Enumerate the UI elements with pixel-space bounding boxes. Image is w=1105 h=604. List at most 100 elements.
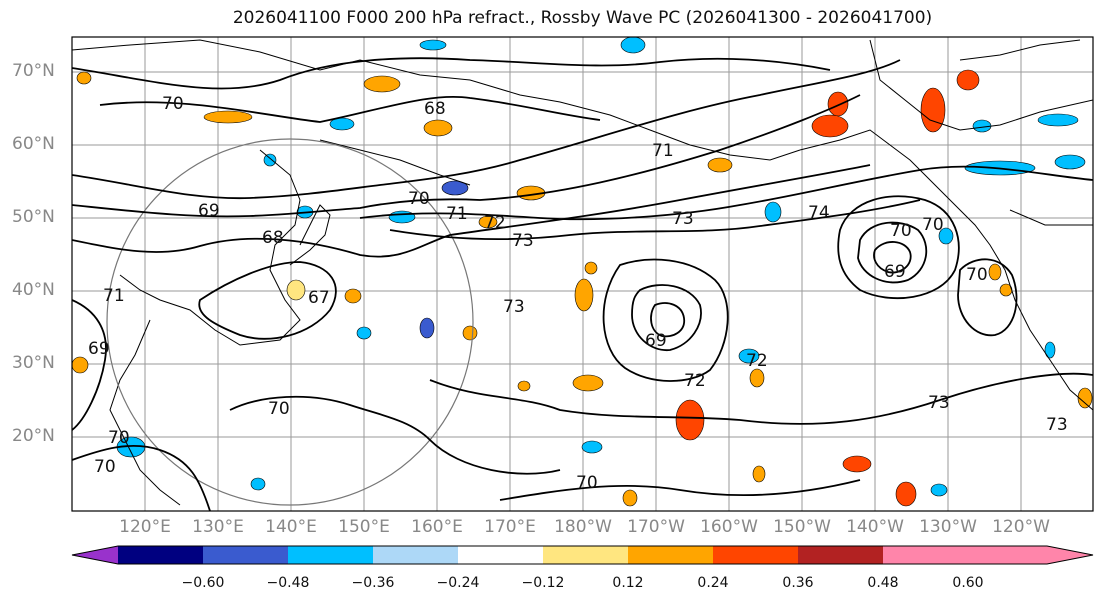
lon-tick-label: 120°E (119, 517, 171, 537)
shade-blob (930, 483, 948, 497)
shade-blob (356, 326, 372, 340)
shade-blob (1044, 341, 1056, 359)
shade-blob (363, 75, 401, 93)
contour-label: 72 (746, 351, 768, 371)
shade-blob (1054, 154, 1086, 170)
contour-label: 73 (503, 297, 525, 317)
colorbar-tick-label: −0.24 (436, 575, 480, 591)
lon-tick-label: 160°E (411, 517, 463, 537)
contour-label: 69 (645, 331, 667, 351)
colorbar-tick-label: 0.12 (612, 575, 644, 591)
contour-label: 68 (424, 99, 446, 119)
lon-tick-label: 140°E (265, 517, 317, 537)
colorbar-segment (288, 546, 373, 564)
colorbar-extend-low (72, 546, 118, 564)
shade-blob (478, 215, 498, 229)
colorbar-segment (713, 546, 798, 564)
shade-blob (263, 153, 277, 167)
shade-blob (811, 114, 849, 138)
contour-label: 68 (262, 228, 284, 248)
shade-blob (441, 180, 469, 196)
shade-blob (250, 477, 266, 491)
shade-blob (988, 263, 1002, 281)
lat-tick-label: 40°N (12, 280, 55, 300)
contour-label: 70 (108, 428, 130, 448)
contour-label: 73 (672, 209, 694, 229)
contour-label: 72 (684, 371, 706, 391)
lat-tick-label: 30°N (12, 353, 55, 373)
shade-blob (707, 157, 733, 173)
shade-blob (675, 399, 705, 441)
contour-label: 73 (928, 393, 950, 413)
figure-title: 2026041100 F000 200 hPa refract., Rossby… (232, 8, 933, 28)
lon-tick-label: 150°W (773, 517, 831, 537)
lon-tick-label: 130°E (192, 517, 244, 537)
shade-blob (574, 278, 594, 312)
lon-tick-label: 180°W (554, 517, 612, 537)
shade-blob (895, 481, 917, 507)
contour-label: 70 (890, 221, 912, 241)
shade-blob (764, 201, 782, 223)
shade-blob (388, 210, 416, 224)
lon-tick-label: 140°W (846, 517, 904, 537)
lon-tick-label: 150°E (338, 517, 390, 537)
lon-tick-label: 170°E (484, 517, 536, 537)
colorbar-outline (71, 545, 1094, 565)
shade-blob (938, 227, 954, 245)
lon-tick-label: 160°W (700, 517, 758, 537)
shade-blob (842, 455, 872, 473)
colorbar-segment (798, 546, 883, 564)
lon-tick-label: 170°W (627, 517, 685, 537)
colorbar-tick-label: −0.60 (181, 575, 225, 591)
shade-blob (72, 356, 89, 374)
shade-blob (749, 368, 765, 388)
shade-blob (622, 489, 638, 507)
lon-tick-label: 120°W (992, 517, 1050, 537)
colorbar-tick-label: 0.24 (697, 575, 729, 591)
colorbar-extend-high (968, 546, 1093, 564)
contour-label: 70 (576, 473, 598, 493)
lat-tick-label: 20°N (12, 426, 55, 446)
reference-circle (106, 138, 474, 506)
contour-label: 71 (446, 204, 468, 224)
shade-blob (419, 39, 447, 51)
colorbar-segment (543, 546, 628, 564)
contour-label: 69 (884, 262, 906, 282)
shade-blob (920, 87, 946, 133)
refractivity-contours (72, 57, 1093, 511)
shade-blob (419, 317, 435, 339)
colorbar-segment (628, 546, 713, 564)
shade-blob (462, 325, 478, 341)
colorbar-segment (203, 546, 288, 564)
contour-label: 72 (484, 213, 506, 233)
map-border (71, 36, 1094, 512)
rossby-wave-shading (72, 37, 1093, 507)
contour-label: 74 (808, 203, 830, 223)
shade-blob (956, 69, 980, 91)
lat-tick-label: 70°N (12, 61, 55, 81)
colorbar-tick-label: −0.48 (266, 575, 310, 591)
coastlines (72, 39, 1093, 506)
shade-blob (76, 71, 92, 85)
shade-blob (620, 37, 646, 54)
contour-label: 67 (308, 288, 330, 308)
colorbar-segment (373, 546, 458, 564)
shade-blob (581, 440, 603, 454)
contour-label: 69 (198, 201, 220, 221)
colorbar-tick-label: −0.36 (351, 575, 395, 591)
lat-tick-label: 50°N (12, 207, 55, 227)
shade-blob (584, 261, 598, 275)
shade-blob (286, 279, 306, 301)
lat-tick-label: 60°N (12, 134, 55, 154)
contour-label: 71 (652, 141, 674, 161)
colorbar-tick-label: 0.36 (782, 575, 814, 591)
contour-label: 70 (922, 215, 944, 235)
shade-blob (752, 465, 766, 483)
contour-label: 71 (103, 286, 125, 306)
contour-label: 70 (268, 399, 290, 419)
shade-blob (517, 380, 531, 392)
contour-label: 73 (1046, 415, 1068, 435)
colorbar (71, 545, 1094, 565)
shade-blob (1037, 113, 1079, 127)
